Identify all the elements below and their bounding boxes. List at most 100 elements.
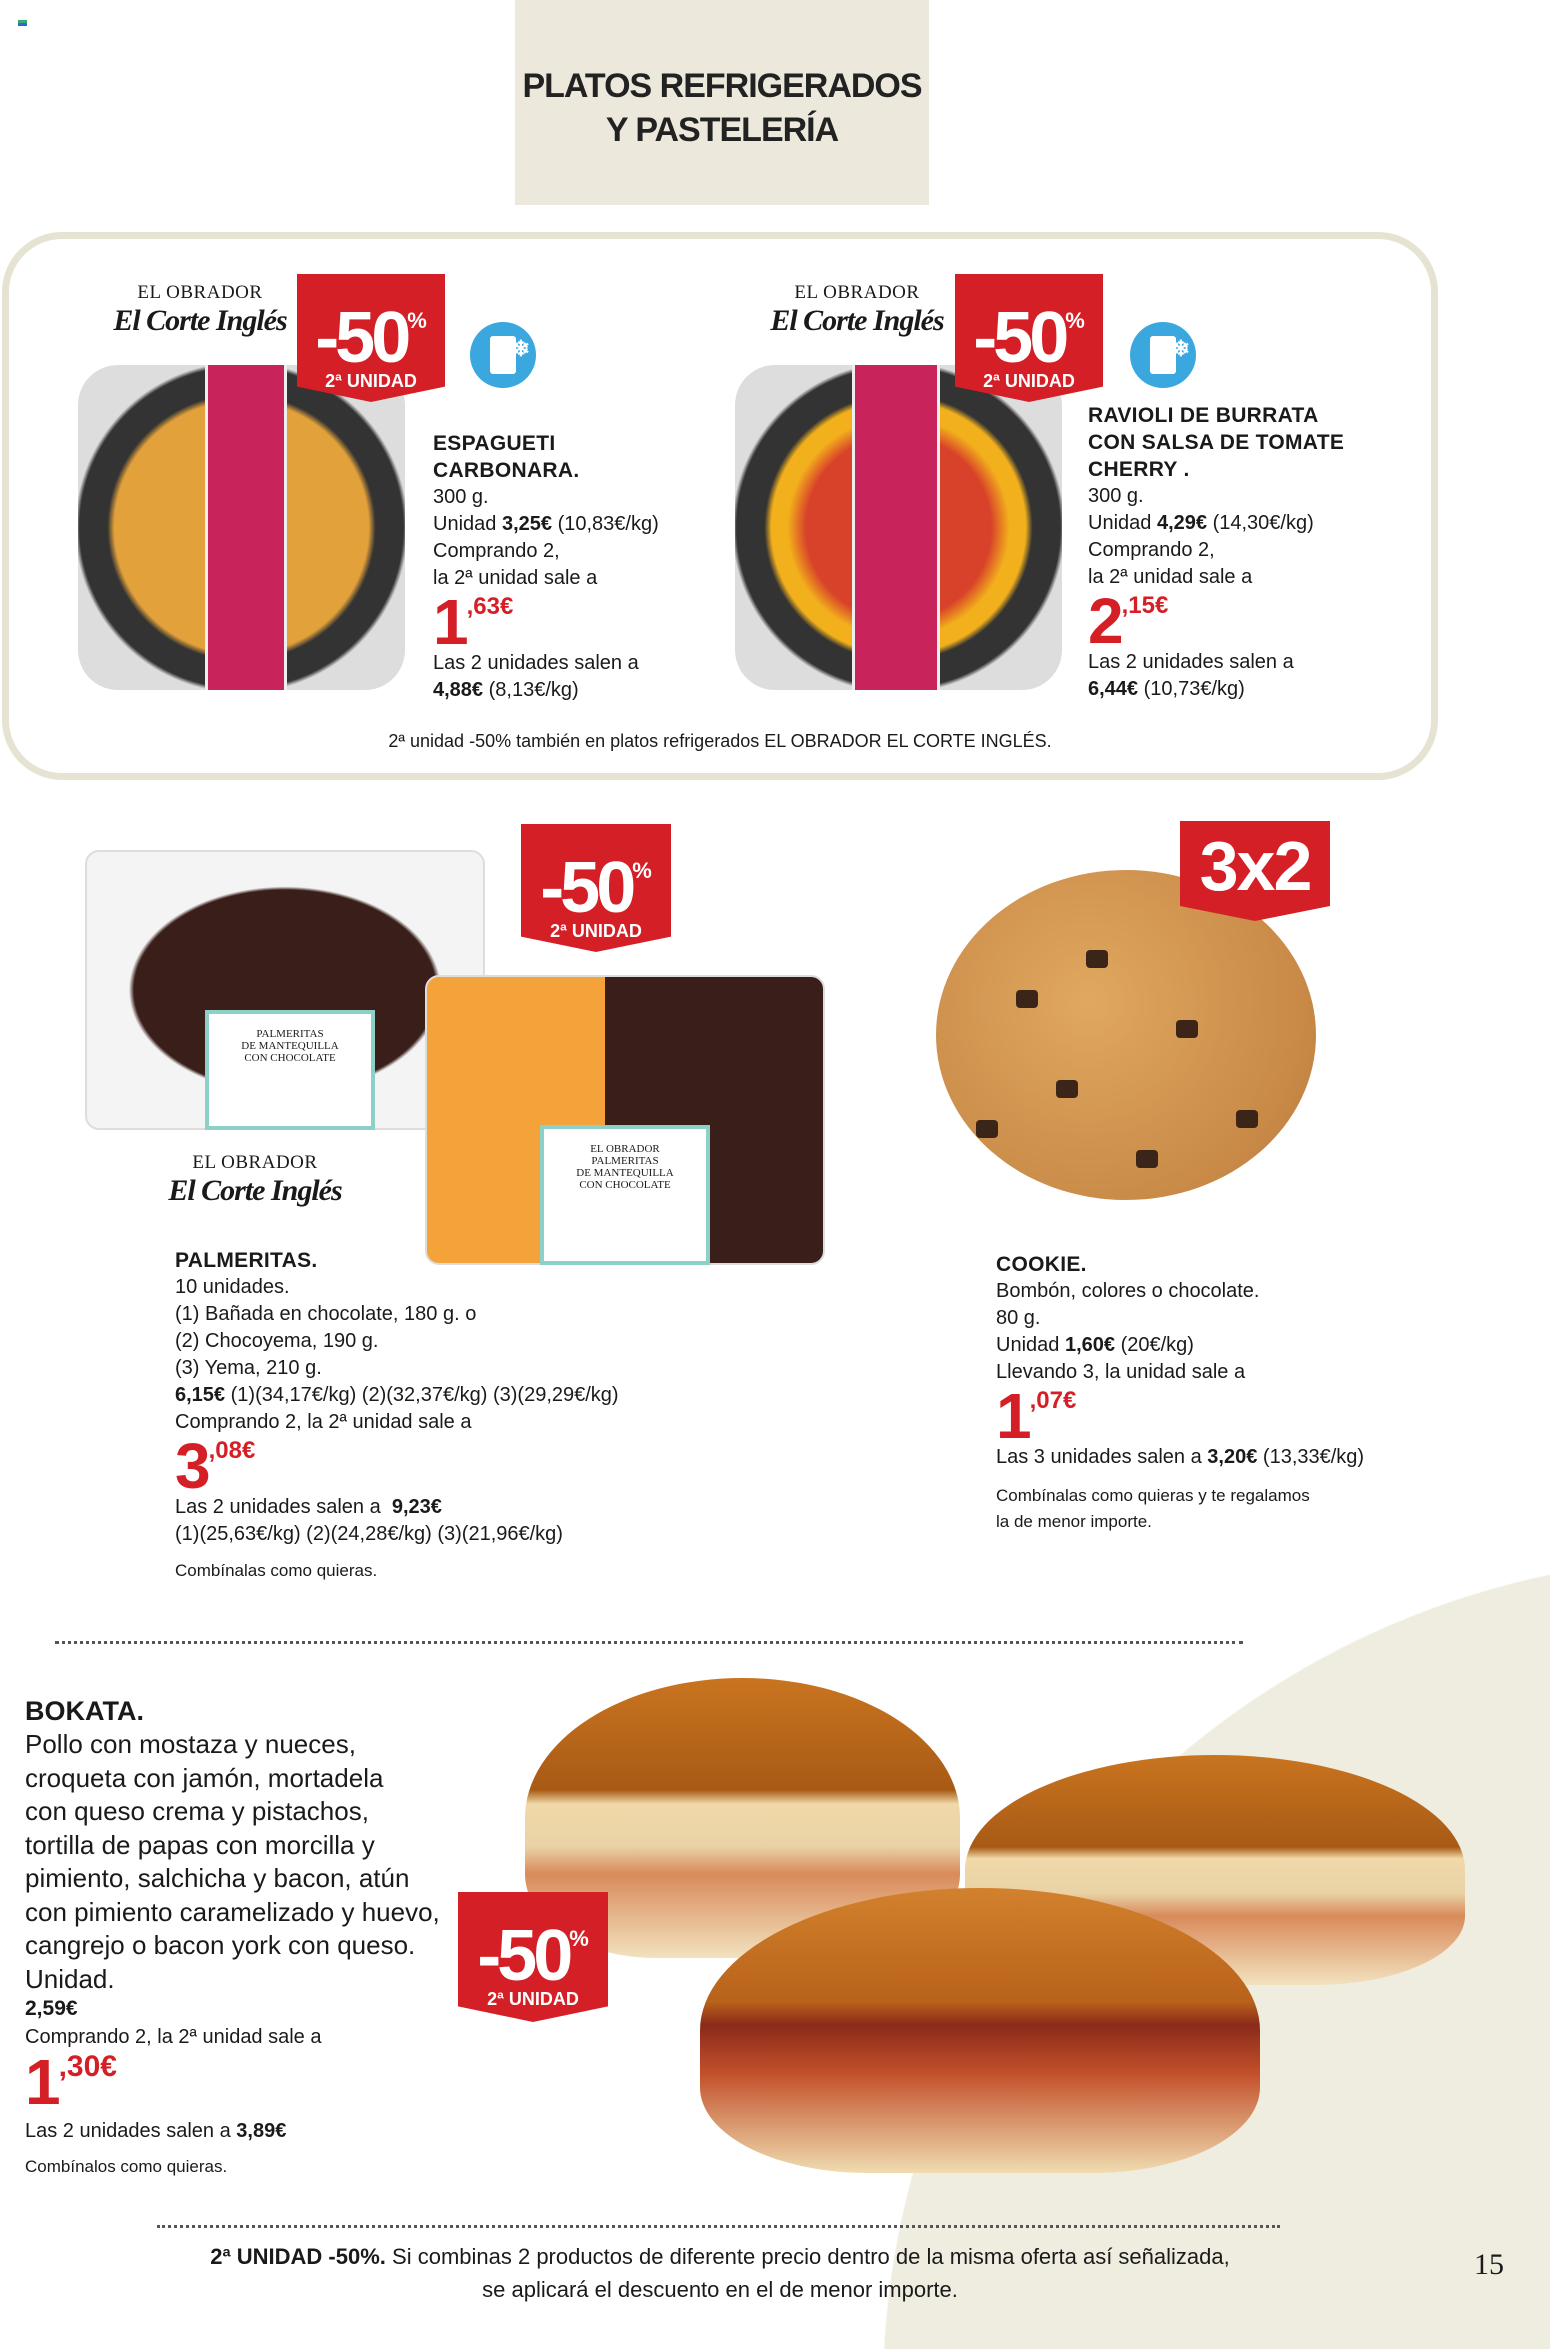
espagueti-info: ESPAGUETI CARBONARA. 300 g. Unidad 3,25€…: [433, 430, 723, 704]
unit-price: 3,25€: [501, 513, 553, 535]
total-price: 3,20€: [1207, 1446, 1258, 1468]
total-label: Las 2 unidades salen a: [25, 2120, 231, 2142]
brand-logo: EL OBRADOR El Corte Inglés: [752, 282, 962, 338]
unit-price: 4,29€: [1156, 512, 1208, 534]
divider: [55, 1641, 1243, 1644]
offer-text: Comprando 2, la 2ª unidad sale a: [175, 1411, 472, 1433]
badge-pct: -50: [477, 1916, 573, 1996]
badge-label: 2ª UNIDAD: [550, 921, 642, 941]
pack-label: PALMERITAS DE MANTEQUILLA CON CHOCOLATE: [205, 1010, 375, 1130]
ravioli-pack-band: [852, 365, 940, 690]
product-title: BOKATA.: [25, 1696, 144, 1726]
freezer-snowflake-icon: ❄: [1130, 322, 1196, 388]
combine-note: Combínalos como quieras.: [25, 2157, 228, 2176]
badge-pct: -50: [540, 848, 636, 928]
cookie-info: COOKIE. Bombón, colores o chocolate. 80 …: [996, 1251, 1416, 1535]
product-line: (3) Yema, 210 g.: [175, 1357, 322, 1379]
unit-price: 6,15€: [175, 1384, 226, 1406]
total-kg: (10,73€/kg): [1143, 678, 1245, 700]
product-title: PALMERITAS.: [175, 1249, 318, 1272]
price-int: 1: [996, 1380, 1032, 1452]
price-int: 3: [175, 1430, 211, 1502]
product-line: (1) Bañada en chocolate, 180 g. o: [175, 1303, 477, 1325]
pack-label: EL OBRADOR PALMERITAS DE MANTEQUILLA CON CH…: [540, 1125, 710, 1265]
description-line: Pollo con mostaza y nueces,: [25, 1729, 356, 1759]
description-line: pimiento, salchicha y bacon, atún: [25, 1863, 410, 1893]
offer-price: 1,30€: [25, 2046, 485, 2118]
ravioli-info: RAVIOLI DE BURRATA CON SALSA DE TOMATE C…: [1088, 402, 1418, 703]
espagueti-pack-band: [205, 365, 287, 690]
total-price: 9,23€: [391, 1496, 442, 1518]
offer-text: la 2ª unidad sale a: [433, 567, 598, 589]
unit-kg: (1)(34,17€/kg) (2)(32,37€/kg) (3)(29,29€…: [230, 1384, 619, 1406]
brand-line1: EL OBRADOR: [137, 282, 263, 303]
badge-label: 2ª UNIDAD: [325, 371, 417, 391]
total-kg: (13,33€/kg): [1262, 1446, 1365, 1468]
badge-pct-sign: %: [407, 308, 427, 333]
bokata-image: [700, 1888, 1260, 2173]
corner-mark: [18, 20, 27, 26]
combine-note: la de menor importe.: [996, 1512, 1152, 1531]
unit-label: Unidad: [433, 513, 497, 535]
total-price: 3,89€: [236, 2120, 287, 2142]
unit-kg: (20€/kg): [1120, 1334, 1194, 1356]
description-line: con pimiento caramelizado y huevo,: [25, 1896, 440, 1927]
offer-text: Comprando 2,: [433, 540, 560, 562]
total-label: Las 2 unidades salen a: [175, 1496, 381, 1518]
badge-label: 2ª UNIDAD: [983, 371, 1075, 391]
badge-pct-sign: %: [569, 1926, 589, 1951]
total-label: Las 2 unidades salen a: [433, 652, 639, 674]
badge-pct-sign: %: [632, 858, 652, 883]
product-weight: 300 g.: [433, 486, 489, 508]
refrigerated-note: 2ª unidad -50% también en platos refrige…: [388, 731, 1052, 751]
discount-badge: -50% 2ª UNIDAD: [955, 274, 1103, 402]
footer-bold: 2ª UNIDAD -50%.: [210, 2244, 386, 2269]
offer-text: Comprando 2,: [1088, 539, 1215, 561]
unit-label: Unidad: [996, 1334, 1060, 1356]
total-price: 4,88€: [433, 679, 484, 701]
badge-pct: -50: [973, 298, 1069, 378]
badge-pct-sign: %: [1065, 308, 1085, 333]
description-line: Unidad.: [25, 1963, 115, 1994]
section-header: PLATOS REFRIGERADOS Y PASTELERÍA: [515, 0, 929, 205]
product-title: COOKIE.: [996, 1253, 1087, 1276]
unit-price: 2,59€: [25, 1997, 78, 2020]
unit-kg: (14,30€/kg): [1212, 512, 1314, 534]
badge-label: 3x2: [1199, 827, 1313, 905]
product-title: CON SALSA DE TOMATE: [1088, 431, 1345, 454]
discount-badge: -50% 2ª UNIDAD: [297, 274, 445, 402]
cookie-image: [936, 870, 1316, 1200]
price-dec: ,07€: [1029, 1387, 1077, 1414]
bokata-description: Pollo con mostaza y nueces, croqueta con…: [25, 1728, 485, 1996]
price-int: 2: [1088, 585, 1124, 657]
product-line: Bombón, colores o chocolate.: [996, 1280, 1260, 1302]
product-line: 10 unidades.: [175, 1276, 290, 1298]
offer-text: Comprando 2, la 2ª unidad sale a: [25, 2026, 322, 2048]
divider: [157, 2225, 1280, 2228]
offer-price: 1,07€: [996, 1380, 1416, 1452]
product-line: (2) Chocoyema, 190 g.: [175, 1330, 379, 1352]
footer-disclaimer: 2ª UNIDAD -50%. Si combinas 2 productos …: [120, 2240, 1320, 2306]
price-int: 1: [25, 2046, 61, 2118]
brand-line2: El Corte Inglés: [770, 304, 944, 337]
description-line: croqueta con jamón, mortadela: [25, 1762, 384, 1793]
total-label: Las 2 unidades salen a: [1088, 651, 1294, 673]
product-weight: 300 g.: [1088, 485, 1144, 507]
product-title: CHERRY .: [1088, 458, 1190, 481]
description-line: tortilla de papas con morcilla y: [25, 1829, 375, 1860]
price-dec: ,15€: [1121, 592, 1169, 619]
freezer-snowflake-icon: ❄: [470, 322, 536, 388]
combine-note: Combínalas como quieras.: [175, 1561, 378, 1580]
brand-line1: EL OBRADOR: [794, 282, 920, 303]
brand-logo: EL OBRADOR El Corte Inglés: [150, 1152, 360, 1208]
offer-price: 2,15€: [1088, 585, 1418, 657]
section-title-line2: Y PASTELERÍA: [605, 110, 839, 149]
price-dec: ,63€: [466, 593, 514, 620]
total-label: Las 3 unidades salen a: [996, 1446, 1202, 1468]
brand-logo: EL OBRADOR El Corte Inglés: [95, 282, 305, 338]
offer-text: Llevando 3, la unidad sale a: [996, 1361, 1246, 1383]
refrigerated-offer-frame: [2, 232, 1438, 780]
badge-label: 2ª UNIDAD: [487, 1989, 579, 2009]
product-line: 80 g.: [996, 1307, 1041, 1329]
unit-price: 1,60€: [1064, 1334, 1116, 1356]
